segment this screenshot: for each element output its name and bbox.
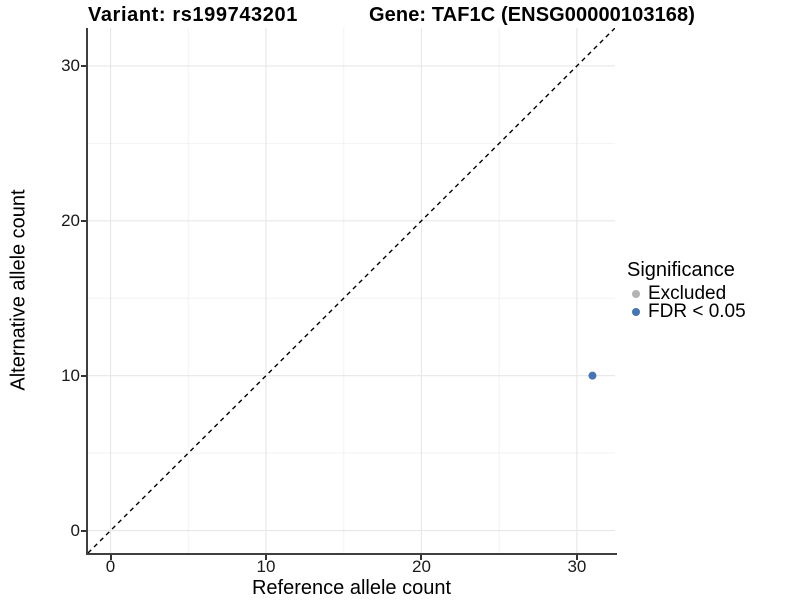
- y-tick-label: 10: [61, 365, 80, 385]
- x-axis-line: [86, 553, 617, 555]
- y-tick-mark: [81, 529, 86, 532]
- data-point: [588, 371, 597, 380]
- legend-title: Significance: [627, 259, 735, 281]
- plot-title-variant: Variant: rs199743201: [88, 4, 298, 26]
- legend-item-fdr: FDR < 0.05: [627, 301, 746, 322]
- x-tick-label: 30: [567, 557, 587, 576]
- y-axis-title-text: Alternative allele count: [7, 189, 30, 391]
- x-tick-mark: [264, 555, 267, 560]
- fdr-point-icon: [632, 308, 640, 316]
- y-axis-line: [86, 28, 88, 555]
- legend-item-label: FDR < 0.05: [648, 301, 746, 322]
- legend-item-label: Excluded: [648, 283, 727, 304]
- x-tick-mark: [109, 555, 112, 560]
- x-tick-label: 20: [411, 557, 431, 576]
- y-tick-label: 30: [61, 55, 80, 75]
- x-axis-title: Reference allele count: [251, 577, 451, 599]
- y-tick-mark: [81, 374, 86, 377]
- y-tick-mark: [81, 219, 86, 222]
- y-tick-mark: [81, 64, 86, 67]
- identity-dashed-line: [87, 27, 616, 554]
- plot-title-gene: Gene: TAF1C (ENSG00000103168): [369, 4, 696, 26]
- legend-item-excluded: Excluded: [627, 283, 746, 304]
- y-tick-label: 20: [61, 210, 80, 230]
- y-tick-label: 0: [70, 520, 80, 540]
- x-tick-label: 0: [105, 557, 116, 576]
- x-tick-mark: [575, 555, 578, 560]
- x-tick-mark: [420, 555, 423, 560]
- x-tick-label: 10: [256, 557, 276, 576]
- legend: Significance Excluded FDR < 0.05: [627, 259, 746, 322]
- chart-canvas: [87, 27, 616, 554]
- plot-panel: [87, 27, 616, 554]
- excluded-point-icon: [632, 290, 640, 298]
